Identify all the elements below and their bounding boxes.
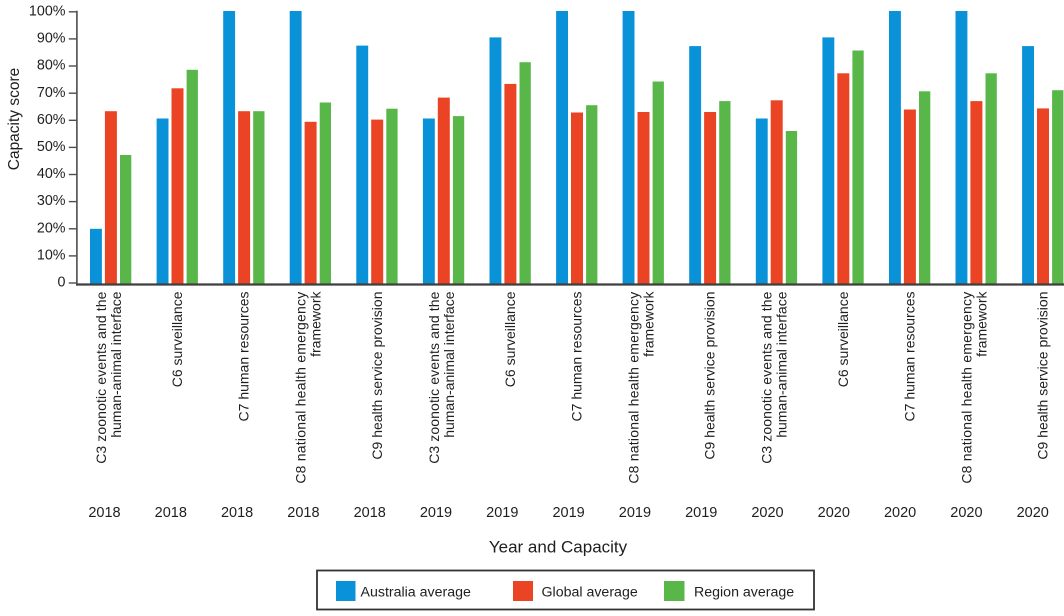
svg-text:2020: 2020: [1017, 505, 1049, 521]
svg-text:framework: framework: [641, 291, 657, 357]
svg-text:human-animal interface: human-animal interface: [774, 291, 790, 438]
svg-text:Australia average: Australia average: [361, 585, 472, 601]
svg-text:100%: 100%: [29, 3, 66, 19]
svg-text:C8 national health emergency: C8 national health emergency: [958, 292, 974, 484]
svg-text:C9 health service provision: C9 health service provision: [369, 292, 385, 460]
svg-text:C3 zoonotic events and the: C3 zoonotic events and the: [93, 291, 109, 463]
svg-text:2018: 2018: [354, 505, 386, 521]
svg-text:2019: 2019: [552, 505, 584, 521]
svg-text:2019: 2019: [685, 505, 717, 521]
svg-text:30%: 30%: [37, 193, 66, 209]
svg-text:2020: 2020: [884, 505, 916, 521]
svg-text:70%: 70%: [37, 85, 66, 101]
svg-text:C7 human resources: C7 human resources: [902, 292, 918, 422]
svg-text:2020: 2020: [950, 505, 982, 521]
svg-text:human-animal interface: human-animal interface: [441, 291, 457, 438]
svg-text:C7 human resources: C7 human resources: [569, 292, 585, 422]
svg-text:20%: 20%: [37, 220, 66, 236]
svg-text:C8 national health emergency: C8 national health emergency: [626, 292, 642, 484]
svg-text:2019: 2019: [420, 505, 452, 521]
svg-text:2019: 2019: [486, 505, 518, 521]
svg-text:Region average: Region average: [694, 585, 794, 601]
svg-text:60%: 60%: [37, 112, 66, 128]
svg-text:2020: 2020: [751, 505, 783, 521]
svg-text:Year and Capacity: Year and Capacity: [489, 538, 628, 557]
svg-text:C3 zoonotic events and the: C3 zoonotic events and the: [426, 291, 442, 463]
svg-text:2019: 2019: [619, 505, 651, 521]
svg-text:Global average: Global average: [542, 585, 638, 601]
svg-text:C6 surveillance: C6 surveillance: [502, 291, 518, 387]
svg-text:80%: 80%: [37, 58, 66, 74]
svg-text:Capacity score: Capacity score: [6, 68, 23, 171]
svg-text:framework: framework: [308, 291, 324, 357]
svg-text:C9 health service provision: C9 health service provision: [702, 292, 718, 460]
svg-text:2018: 2018: [155, 505, 187, 521]
svg-text:C8 national health emergency: C8 national health emergency: [293, 292, 309, 484]
svg-text:2018: 2018: [287, 505, 319, 521]
svg-text:0: 0: [58, 275, 66, 291]
svg-text:human-animal interface: human-animal interface: [108, 291, 124, 438]
svg-text:50%: 50%: [37, 139, 66, 155]
svg-text:C7 human resources: C7 human resources: [236, 292, 252, 422]
svg-text:10%: 10%: [37, 248, 66, 264]
svg-text:C9 health service provision: C9 health service provision: [1035, 292, 1051, 460]
svg-text:2018: 2018: [221, 505, 253, 521]
svg-text:C6 surveillance: C6 surveillance: [835, 291, 851, 387]
svg-text:C6 surveillance: C6 surveillance: [169, 291, 185, 387]
svg-text:40%: 40%: [37, 166, 66, 182]
svg-text:C3 zoonotic events and the: C3 zoonotic events and the: [759, 291, 775, 463]
svg-text:90%: 90%: [37, 31, 66, 47]
svg-text:2018: 2018: [88, 505, 120, 521]
svg-text:framework: framework: [973, 291, 989, 357]
svg-text:2020: 2020: [818, 505, 850, 521]
